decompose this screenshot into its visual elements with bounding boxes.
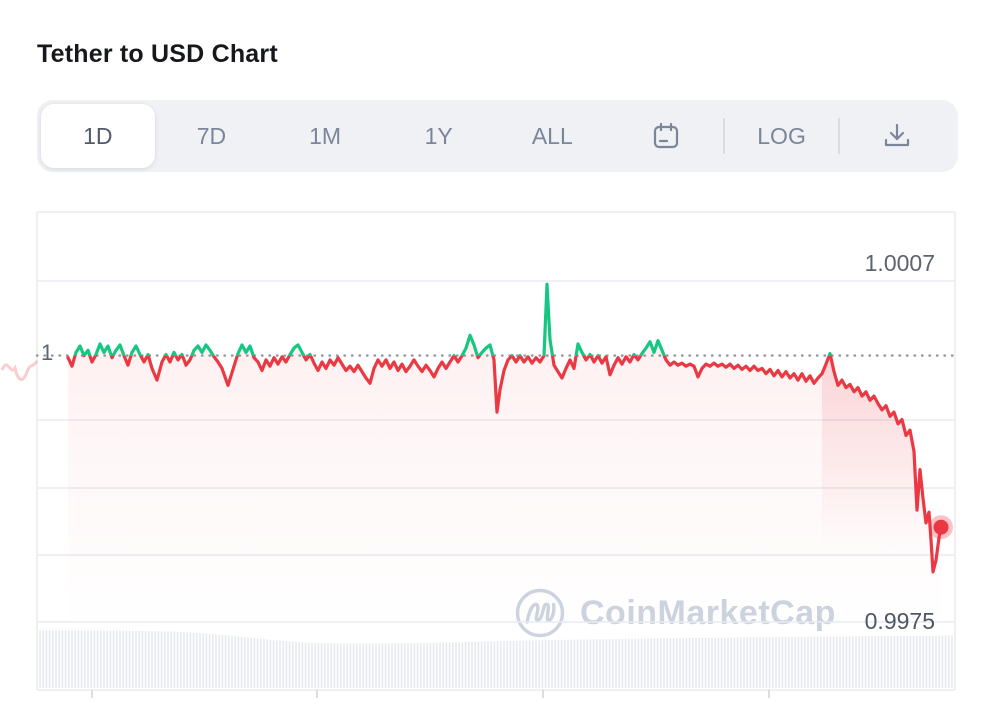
last-price-marker [933, 519, 949, 535]
price-line-below-peg [66, 355, 943, 574]
range-button-1m[interactable]: 1M [309, 122, 342, 149]
download-icon [885, 123, 910, 147]
toolbar-divider [838, 118, 841, 154]
price-area-fill [68, 284, 941, 690]
page-title: Tether to USD Chart [37, 40, 278, 68]
chart-toolbar: 1D 7D 1M 1Y ALL LOG [37, 100, 958, 172]
download-chart-button[interactable] [840, 104, 954, 168]
date-range-button[interactable] [609, 104, 723, 168]
volume-bars [39, 630, 953, 688]
log-scale-button[interactable]: LOG [757, 122, 806, 149]
range-button-1d[interactable]: 1D [41, 104, 155, 168]
range-button-all[interactable]: ALL [531, 122, 573, 149]
y-axis-unit-label: 1 [41, 340, 54, 365]
faded-preceding-line [0, 360, 39, 381]
y-axis-top-label: 1.0007 [864, 250, 935, 276]
toolbar-divider [722, 118, 725, 154]
range-button-7d[interactable]: 7D [196, 122, 227, 149]
range-button-1y[interactable]: 1Y [424, 122, 453, 149]
calendar-icon [653, 122, 679, 149]
y-axis-bottom-label: 0.9975 [864, 608, 935, 634]
x-axis-ticks [91, 690, 770, 698]
